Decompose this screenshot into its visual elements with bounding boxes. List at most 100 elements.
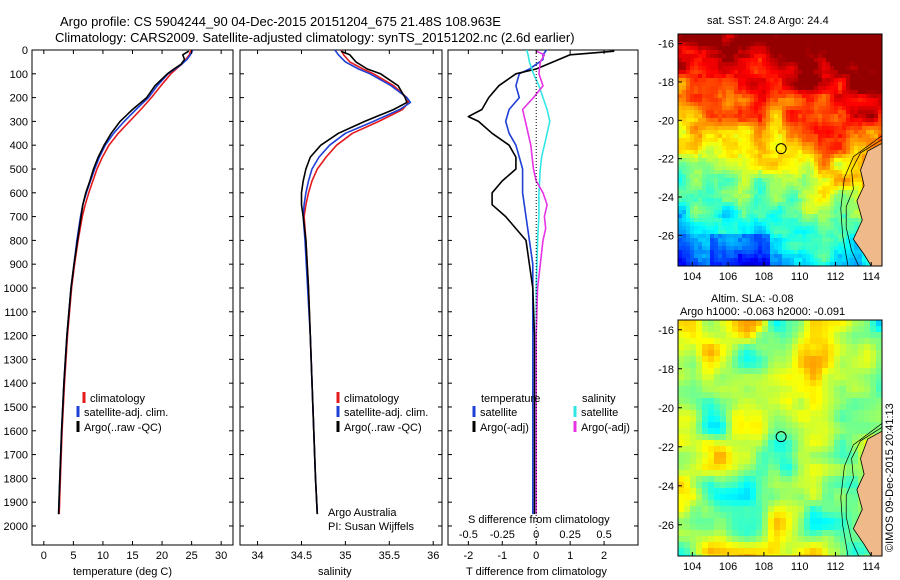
map-cell xyxy=(750,202,755,207)
map-cell xyxy=(846,554,853,556)
map-cell xyxy=(780,524,787,531)
map-cell xyxy=(696,488,703,495)
map-cell xyxy=(846,62,851,67)
map-cell xyxy=(758,106,763,111)
map-cell xyxy=(866,86,871,91)
map-cell xyxy=(744,464,751,471)
map-cell xyxy=(854,122,859,127)
map-cell xyxy=(828,536,835,543)
map-cell xyxy=(816,470,823,477)
map-cell xyxy=(686,222,691,227)
map-cell xyxy=(816,482,823,489)
map-cell xyxy=(878,114,882,119)
map-cell xyxy=(790,254,795,259)
map-cell xyxy=(834,34,839,39)
map-cell xyxy=(834,428,841,435)
map-cell xyxy=(858,452,865,459)
map-cell xyxy=(814,146,819,151)
map-cell xyxy=(840,338,847,345)
map-cell xyxy=(684,392,691,399)
map-cell xyxy=(768,434,775,441)
depth-tick-label: 1000 xyxy=(4,283,28,295)
map-cell xyxy=(720,338,727,345)
map-cell xyxy=(830,98,835,103)
map-cell xyxy=(822,404,829,411)
map-cell xyxy=(778,98,783,103)
map-cell xyxy=(754,222,759,227)
map-cell xyxy=(762,74,767,79)
map-cell xyxy=(794,126,799,131)
depth-tick-label: 1800 xyxy=(4,473,28,485)
map-cell xyxy=(774,536,781,543)
map-cell xyxy=(738,368,745,375)
map-cell xyxy=(858,428,865,435)
map-cell xyxy=(770,262,775,266)
map-cell xyxy=(874,34,879,39)
map-cell xyxy=(806,150,811,155)
map-cell xyxy=(684,488,691,495)
map-cell xyxy=(794,146,799,151)
map-cell xyxy=(862,98,867,103)
map-cell xyxy=(710,190,715,195)
map-cell xyxy=(834,42,839,47)
map-cell xyxy=(726,182,731,187)
map-cell xyxy=(846,326,853,333)
map-cell xyxy=(738,230,743,235)
map-cell xyxy=(866,94,871,99)
map-cell xyxy=(734,186,739,191)
map-cell xyxy=(858,554,865,556)
map-cell xyxy=(726,246,731,251)
map-cell xyxy=(744,338,751,345)
map-cell xyxy=(706,246,711,251)
map-cell xyxy=(834,206,839,211)
map-cell xyxy=(878,74,882,79)
map-cell xyxy=(730,242,735,247)
map-cell xyxy=(694,46,699,51)
map-cell xyxy=(802,86,807,91)
map-cell xyxy=(726,464,733,471)
map-cell xyxy=(738,70,743,75)
map-cell xyxy=(710,174,715,179)
map-cell xyxy=(766,182,771,187)
map-cell xyxy=(818,50,823,55)
map-cell xyxy=(738,66,743,71)
map-cell xyxy=(810,170,815,175)
map-cell xyxy=(786,70,791,75)
map-cell xyxy=(690,130,695,135)
map-cell xyxy=(742,130,747,135)
map-cell xyxy=(720,512,727,519)
map-cell xyxy=(686,90,691,95)
map-cell xyxy=(814,158,819,163)
map-cell xyxy=(818,226,823,231)
map-cell xyxy=(834,374,841,381)
map-cell xyxy=(754,50,759,55)
map-cell xyxy=(690,206,695,211)
map-cell xyxy=(710,166,715,171)
map-cell xyxy=(866,110,871,115)
map-cell xyxy=(762,158,767,163)
map-cell xyxy=(816,476,823,483)
map-cell xyxy=(806,174,811,179)
map-cell xyxy=(838,210,843,215)
map-cell xyxy=(846,170,851,175)
map-cell xyxy=(678,90,683,95)
map-cell xyxy=(732,458,739,465)
map-cell xyxy=(756,506,763,513)
map-cell xyxy=(814,194,819,199)
map-cell xyxy=(694,162,699,167)
map-cell xyxy=(806,190,811,195)
map-cell xyxy=(722,246,727,251)
map-cell xyxy=(858,146,863,151)
map-cell xyxy=(850,146,855,151)
difference-panel-series-temperature-satellite xyxy=(504,50,548,515)
map-cell xyxy=(684,398,691,405)
map-cell xyxy=(782,70,787,75)
map-cell xyxy=(710,206,715,211)
map-cell xyxy=(810,194,815,199)
map-cell xyxy=(786,530,793,537)
map-cell xyxy=(806,178,811,183)
map-cell xyxy=(816,338,823,345)
map-cell xyxy=(794,98,799,103)
map-cell xyxy=(722,230,727,235)
map-cell xyxy=(822,42,827,47)
